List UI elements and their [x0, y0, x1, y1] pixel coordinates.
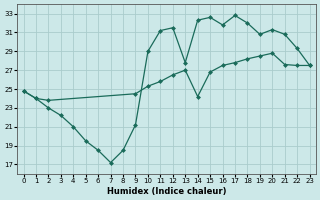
X-axis label: Humidex (Indice chaleur): Humidex (Indice chaleur)	[107, 187, 226, 196]
